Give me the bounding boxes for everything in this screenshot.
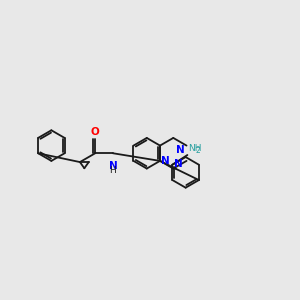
Text: N: N (109, 161, 117, 172)
Text: N: N (174, 158, 183, 169)
Text: H: H (110, 166, 116, 175)
Text: N: N (161, 156, 170, 166)
Text: 2: 2 (196, 146, 200, 155)
Text: O: O (91, 127, 100, 137)
Text: N: N (176, 145, 184, 155)
Text: NH: NH (188, 144, 202, 153)
